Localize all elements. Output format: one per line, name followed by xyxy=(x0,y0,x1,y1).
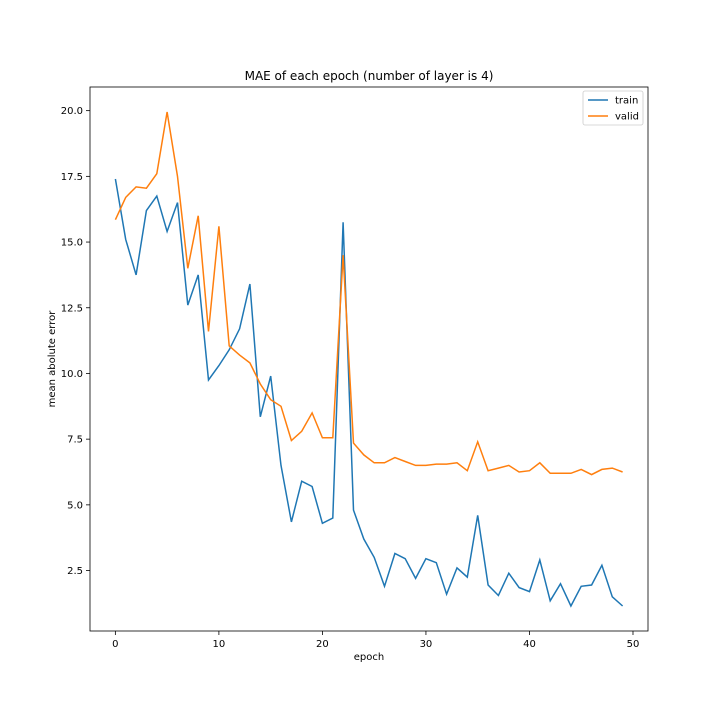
axes-frame xyxy=(89,86,649,632)
y-tick-label: 17.5 xyxy=(61,172,83,183)
y-tick-label: 12.5 xyxy=(61,303,83,314)
legend-label-train: train xyxy=(615,96,638,107)
x-tick-label: 50 xyxy=(627,639,640,650)
chart-title: MAE of each epoch (number of layer is 4) xyxy=(245,69,494,83)
y-tick-label: 7.5 xyxy=(67,435,83,446)
y-tick-label: 5.0 xyxy=(67,500,83,511)
series-line-valid xyxy=(114,111,623,476)
y-tick-label: 20.0 xyxy=(61,106,83,117)
x-tick-label: 30 xyxy=(420,639,433,650)
x-tick-label: 40 xyxy=(523,639,536,650)
legend: train valid xyxy=(582,90,644,126)
x-axis-label: epoch xyxy=(354,652,384,663)
y-axis-ticks: 2.5 5.0 7.5 10.0 12.5 15.0 17.5 20.0 xyxy=(61,106,90,577)
series-line-train xyxy=(114,178,624,608)
legend-label-valid: valid xyxy=(615,112,639,123)
x-axis-ticks: 0 10 20 30 40 50 xyxy=(112,631,639,650)
y-tick-label: 10.0 xyxy=(61,369,83,380)
y-tick-label: 15.0 xyxy=(61,238,83,249)
x-tick-label: 10 xyxy=(213,639,226,650)
x-tick-label: 20 xyxy=(316,639,329,650)
y-axis-label: mean abolute error xyxy=(47,310,58,408)
y-tick-label: 2.5 xyxy=(67,566,83,577)
x-tick-label: 0 xyxy=(112,639,118,650)
plot-lines xyxy=(114,111,624,608)
